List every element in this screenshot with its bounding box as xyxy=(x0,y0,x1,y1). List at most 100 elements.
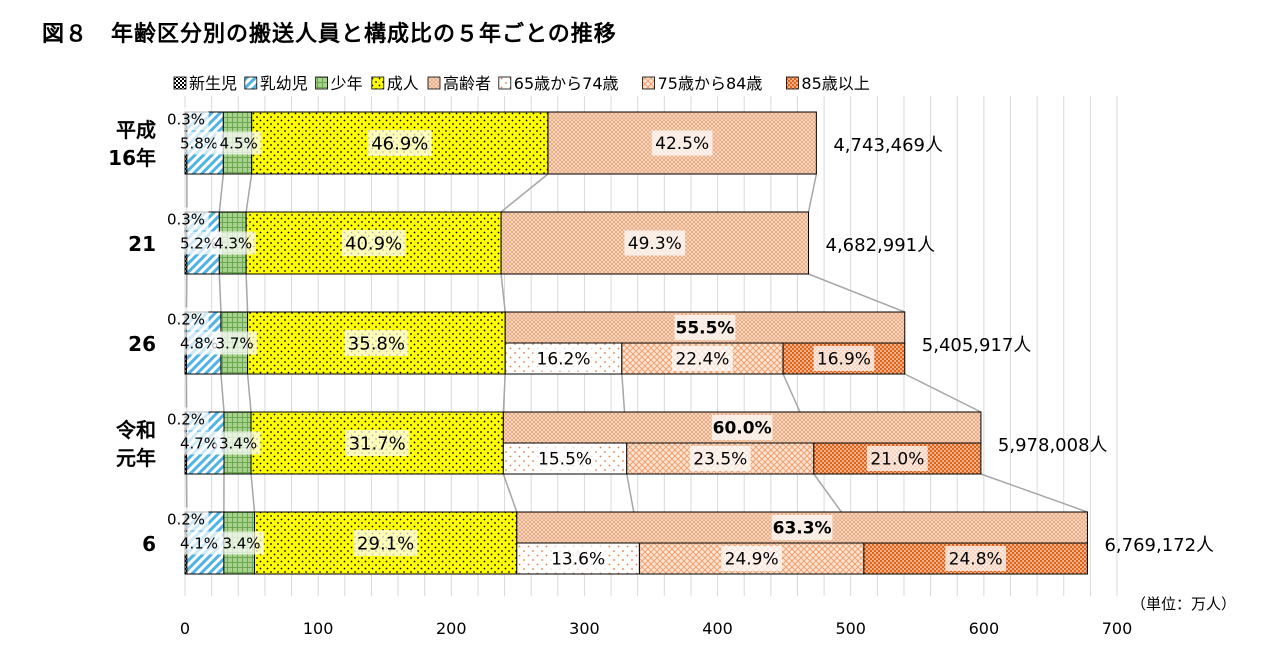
segment-label-bg xyxy=(176,131,222,155)
x-tick-label: 500 xyxy=(835,619,866,638)
segment-label: 16.9% xyxy=(817,350,871,370)
x-tick-label: 400 xyxy=(702,619,733,638)
connector-line xyxy=(220,373,225,413)
segment-label: 0.2% xyxy=(167,310,205,328)
connector-line xyxy=(245,273,249,313)
segment-label: 0.2% xyxy=(167,410,205,428)
legend-label: 少年 xyxy=(331,74,363,93)
x-tick-label: 100 xyxy=(303,619,334,638)
connector-line xyxy=(218,173,225,213)
category-label: 元年 xyxy=(116,446,156,470)
segment-label-bg xyxy=(367,130,432,156)
legend-label: 85歳以上 xyxy=(801,74,869,93)
category-label: 令和 xyxy=(116,418,156,442)
segment-label: 3.7% xyxy=(216,334,254,352)
segment-label: 55.5% xyxy=(675,319,734,339)
segment-label-bg xyxy=(341,230,406,256)
legend-swatch xyxy=(642,76,655,90)
segment-label: 4.7% xyxy=(180,434,218,452)
x-tick-label: 0 xyxy=(180,619,190,638)
category-label: 26 xyxy=(128,332,156,356)
segment-label: 0.3% xyxy=(167,210,205,228)
segment-label-bg xyxy=(353,530,418,556)
x-tick-label: 300 xyxy=(569,619,600,638)
segment-label-bg xyxy=(624,230,686,256)
segment-label-bg xyxy=(176,231,222,255)
connector-line xyxy=(250,473,256,513)
segment-label-bg xyxy=(674,315,736,340)
total-label: 6,769,172人 xyxy=(1104,535,1214,556)
segment-label: 4.3% xyxy=(214,234,252,252)
segment-label: 4.5% xyxy=(220,134,258,152)
segment-label-bg xyxy=(163,107,209,131)
segment-label-bg xyxy=(163,207,209,231)
bars: 42.5% 0.3% 5.8% 4.5% 46.9% 4,743,469人 平成 16年 49.… xyxy=(108,107,1214,575)
segment-label: 31.7% xyxy=(349,433,406,454)
legend-label: 成人 xyxy=(387,74,419,93)
x-axis: 0 100 200 300 400 500 600 700 （単位：万人） xyxy=(180,595,1236,638)
segment-label: 22.4% xyxy=(675,350,729,370)
segment-label: 15.5% xyxy=(538,450,592,470)
connector-line xyxy=(980,473,1088,513)
segment-label-bg xyxy=(216,131,262,155)
legend-swatch xyxy=(244,76,258,90)
category-label: 6 xyxy=(142,532,156,556)
connector-line xyxy=(904,373,982,413)
segment-label-bg xyxy=(345,430,410,456)
segment-label: 24.9% xyxy=(725,550,779,570)
legend-label: 高齢者 xyxy=(443,74,491,93)
x-tick-label: 200 xyxy=(436,619,467,638)
x-tick-label: 700 xyxy=(1102,619,1133,638)
x-tick-label: 600 xyxy=(969,619,1000,638)
segment-label: 21.0% xyxy=(870,450,924,470)
segment-label: 13.6% xyxy=(551,550,605,570)
segment-label-bg xyxy=(771,515,833,540)
segment-label: 5.2% xyxy=(180,234,218,252)
connector-line xyxy=(500,173,549,213)
legend-swatch xyxy=(173,76,187,90)
connector-lines xyxy=(185,173,1088,544)
segment-label-bg xyxy=(721,546,783,571)
connector-line xyxy=(218,273,222,313)
legend-swatch xyxy=(498,76,512,90)
segment-label: 16.2% xyxy=(537,350,591,370)
legend-label: 65歳から74歳 xyxy=(514,74,619,93)
connector-line xyxy=(808,273,906,313)
segment-label-bg xyxy=(672,346,733,371)
segment-label-bg xyxy=(163,507,209,531)
segment-label-bg xyxy=(163,407,209,431)
segment-label-bg xyxy=(533,346,594,371)
segment-label: 0.2% xyxy=(167,510,205,528)
segment-label-bg xyxy=(163,307,209,331)
connector-line xyxy=(807,173,818,213)
segment-label: 60.0% xyxy=(713,419,772,439)
segment-label: 42.5% xyxy=(655,134,709,154)
segment-label-bg xyxy=(547,546,609,571)
segment-label-bg xyxy=(176,431,222,455)
segment-label: 35.8% xyxy=(348,333,405,354)
category-label: 平成 xyxy=(116,118,156,142)
legend-swatch xyxy=(315,76,329,90)
segment-label: 0.3% xyxy=(167,110,205,128)
segment-label: 46.9% xyxy=(371,133,428,154)
connector-line xyxy=(502,473,518,513)
segment-label: 40.9% xyxy=(345,233,402,254)
segment-label: 24.8% xyxy=(949,550,1003,570)
segment-label: 3.4% xyxy=(219,434,257,452)
segment-label-bg xyxy=(867,446,928,471)
segment-label: 4.1% xyxy=(180,534,218,552)
segment-label-bg xyxy=(945,546,1007,571)
segment-label-bg xyxy=(215,431,261,455)
segment-label-bg xyxy=(218,531,265,555)
segment-label: 63.3% xyxy=(773,519,832,539)
chart-title: 図８ 年齢区分別の搬送人員と構成比の５年ごとの推移 xyxy=(42,22,617,47)
legend-swatch xyxy=(427,76,441,90)
total-label: 5,405,917人 xyxy=(922,335,1032,356)
legend: 新生児 乳幼児 少年 成人 高齢者 65歳から74歳 75歳から84歳 85歳以上 xyxy=(173,74,870,93)
segment-label: 23.5% xyxy=(693,450,747,470)
segment-label: 4.8% xyxy=(180,334,218,352)
segment-label-bg xyxy=(651,130,713,156)
total-label: 4,682,991人 xyxy=(826,235,936,256)
connector-line xyxy=(500,273,506,313)
